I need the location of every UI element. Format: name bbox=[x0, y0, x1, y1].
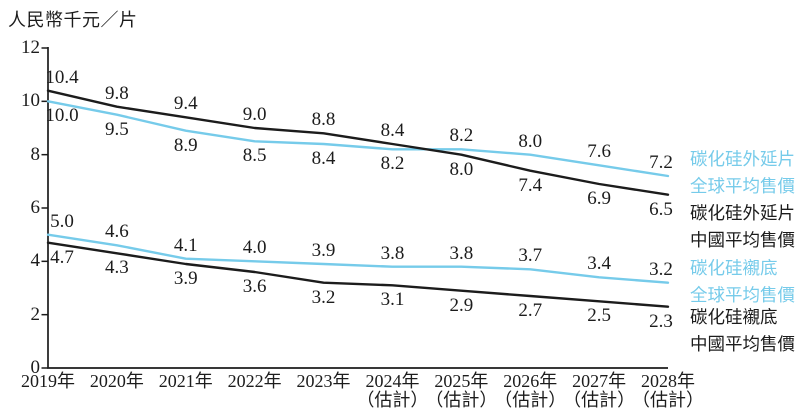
data-label-0: 7.6 bbox=[587, 141, 611, 163]
legend-epitaxial-global-line1: 碳化硅外延片 bbox=[690, 149, 795, 169]
data-label-1: 9.4 bbox=[173, 93, 198, 115]
legend-epitaxial-global-line2: 全球平均售價 bbox=[690, 176, 795, 196]
data-label-3: 3.6 bbox=[242, 276, 267, 297]
y-tick-label: 6 bbox=[30, 197, 41, 218]
data-label-0: 9.5 bbox=[105, 118, 129, 140]
data-label-1: 9.8 bbox=[105, 82, 129, 104]
legend-epitaxial-global: 碳化硅外延片 全球平均售價 bbox=[690, 146, 795, 200]
x-tick-label: 2025年 （估計） bbox=[413, 372, 509, 410]
series-line-2 bbox=[46, 233, 670, 284]
data-label-0: 8.2 bbox=[449, 125, 474, 147]
legend-substrate-global: 碳化硅襯底 全球平均售價 bbox=[690, 255, 795, 309]
x-tick-year: 2019年 bbox=[21, 371, 75, 391]
data-label-1: 10.4 bbox=[45, 66, 79, 88]
data-label-2: 4.0 bbox=[242, 237, 267, 259]
data-label-3: 3.2 bbox=[311, 286, 336, 308]
data-label-0: 8.2 bbox=[380, 153, 405, 175]
x-tick-label: 2026年 （估計） bbox=[482, 372, 578, 410]
x-tick-estimate-note: （估計） bbox=[356, 390, 429, 410]
x-tick-estimate-note: （估計） bbox=[632, 390, 704, 410]
data-label-0: 8.5 bbox=[242, 145, 267, 167]
legend-epitaxial-china-line2: 中國平均售價 bbox=[690, 230, 795, 250]
x-tick-estimate-note: （估計） bbox=[425, 390, 498, 410]
series-line-1 bbox=[46, 89, 670, 196]
data-label-3: 2.3 bbox=[649, 310, 673, 332]
legend-substrate-global-line1: 碳化硅襯底 bbox=[690, 258, 778, 278]
data-label-1: 6.5 bbox=[649, 198, 673, 220]
y-tick-label: 12 bbox=[21, 37, 40, 58]
x-tick-year: 2023年 bbox=[296, 371, 351, 391]
x-tick-label: 2023年 bbox=[276, 372, 372, 391]
data-label-2: 4.6 bbox=[105, 221, 129, 243]
data-label-2: 3.4 bbox=[587, 253, 611, 275]
x-tick-estimate-note: （估計） bbox=[563, 390, 636, 410]
data-label-1: 8.4 bbox=[380, 120, 405, 141]
data-label-2: 4.1 bbox=[173, 234, 198, 256]
x-tick-year: 2022年 bbox=[227, 371, 282, 391]
data-label-3: 4.3 bbox=[105, 257, 129, 279]
legend-epitaxial-china: 碳化硅外延片 中國平均售價 bbox=[690, 200, 795, 254]
y-tick-label: 2 bbox=[30, 303, 41, 325]
data-label-1: 9.0 bbox=[242, 104, 267, 125]
x-tick-label: 2028年 （估計） bbox=[620, 372, 716, 410]
data-label-0: 8.0 bbox=[518, 130, 543, 152]
y-tick-label: 0 bbox=[30, 357, 41, 378]
data-label-1: 7.4 bbox=[518, 174, 543, 196]
legend-substrate-china: 碳化硅襯底 中國平均售價 bbox=[690, 304, 795, 358]
data-label-0: 10.0 bbox=[45, 105, 79, 127]
y-tick-label: 4 bbox=[30, 250, 41, 272]
x-tick-label: 2021年 bbox=[138, 372, 234, 391]
x-tick-year: 2025年 bbox=[434, 371, 489, 391]
x-tick-year: 2026年 bbox=[503, 371, 558, 391]
x-tick-year: 2020年 bbox=[89, 371, 144, 391]
data-label-3: 2.5 bbox=[587, 305, 611, 327]
data-label-2: 3.8 bbox=[380, 242, 405, 264]
legend-substrate-global-line2: 全球平均售價 bbox=[690, 285, 795, 305]
x-tick-label: 2020年 bbox=[69, 372, 165, 391]
data-label-2: 3.8 bbox=[449, 242, 474, 264]
x-tick-estimate-note: （估計） bbox=[494, 390, 567, 410]
x-tick-year: 2024年 bbox=[365, 371, 420, 391]
legend-substrate-china-line2: 中國平均售價 bbox=[690, 334, 795, 354]
data-label-3: 3.1 bbox=[380, 289, 405, 311]
x-tick-label: 2019年 bbox=[0, 372, 96, 391]
data-label-2: 3.9 bbox=[311, 240, 336, 261]
y-tick-label: 8 bbox=[30, 143, 41, 165]
data-label-1: 6.9 bbox=[587, 188, 611, 209]
data-label-1: 8.8 bbox=[311, 109, 336, 131]
data-label-2: 3.2 bbox=[649, 258, 673, 280]
data-label-0: 8.9 bbox=[173, 134, 198, 156]
data-label-3: 3.9 bbox=[173, 268, 198, 289]
data-label-2: 5.0 bbox=[50, 210, 74, 232]
x-tick-year: 2021年 bbox=[158, 371, 213, 391]
legend-epitaxial-china-line1: 碳化硅外延片 bbox=[690, 203, 795, 223]
x-tick-year: 2028年 bbox=[641, 371, 695, 391]
data-label-0: 8.4 bbox=[311, 148, 336, 169]
data-label-0: 7.2 bbox=[649, 152, 673, 173]
data-label-3: 2.9 bbox=[449, 294, 474, 316]
legend-substrate-china-line1: 碳化硅襯底 bbox=[690, 307, 778, 327]
x-tick-label: 2022年 bbox=[207, 372, 303, 391]
series-line-0 bbox=[46, 100, 670, 178]
x-tick-year: 2027年 bbox=[572, 371, 627, 391]
y-tick-label: 10 bbox=[21, 90, 40, 112]
data-label-3: 4.7 bbox=[50, 246, 74, 268]
data-label-2: 3.7 bbox=[518, 245, 543, 267]
data-label-3: 2.7 bbox=[518, 300, 543, 321]
data-label-1: 8.0 bbox=[449, 158, 474, 180]
series-line-3 bbox=[46, 241, 670, 308]
x-tick-label: 2027年 （估計） bbox=[551, 372, 647, 410]
x-tick-label: 2024年 （估計） bbox=[344, 372, 440, 410]
y-axis-unit-label: 人民幣千元／片 bbox=[8, 10, 138, 30]
